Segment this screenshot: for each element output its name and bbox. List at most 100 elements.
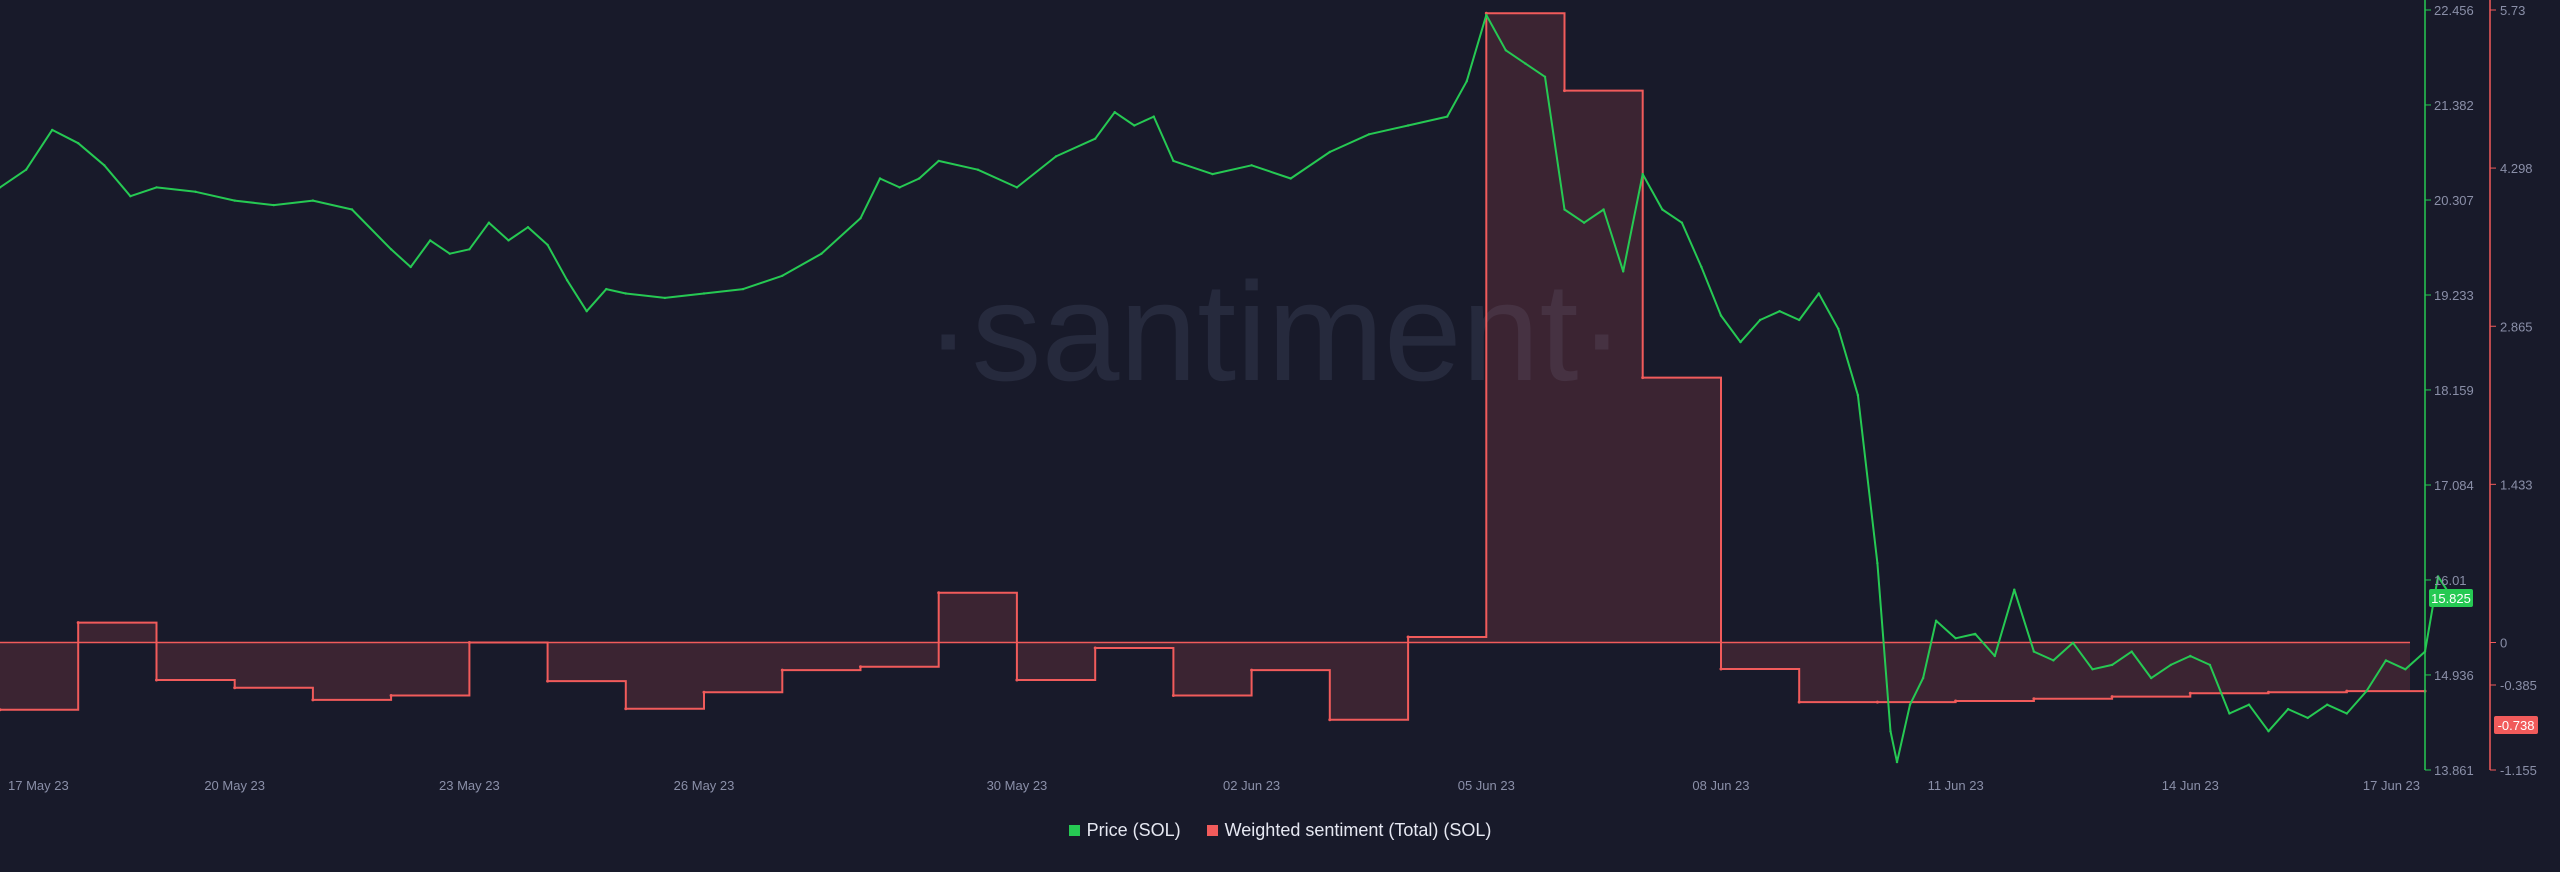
price-point <box>1289 177 1292 180</box>
price-point <box>129 195 132 198</box>
price-point <box>663 296 667 300</box>
sentiment-series <box>0 11 2427 722</box>
price-point <box>820 252 823 255</box>
price-series <box>0 13 2453 764</box>
price-point <box>103 164 106 167</box>
price-axis-tick: 16.01 <box>2434 573 2467 588</box>
price-point <box>878 177 882 180</box>
price-point <box>1680 221 1684 224</box>
price-point <box>702 292 706 295</box>
sentiment-point <box>1875 700 1879 704</box>
price-point <box>1152 115 1156 118</box>
sentiment-point <box>1563 89 1566 93</box>
price-point <box>1739 340 1742 344</box>
price-point <box>1641 172 1644 176</box>
price-point <box>1993 654 1997 658</box>
price-point <box>1778 310 1781 313</box>
price-point <box>429 239 432 242</box>
price-point <box>781 274 784 277</box>
price-point <box>918 177 921 180</box>
price-axis-tick: 17.084 <box>2434 478 2474 493</box>
x-axis-tick: 08 Jun 23 <box>1692 778 1749 793</box>
price-point <box>624 292 627 295</box>
sentiment-point <box>1797 700 1801 704</box>
legend-item-sentiment[interactable]: Weighted sentiment (Total) (SOL) <box>1206 820 1491 841</box>
sentiment-axis-tick: 5.73 <box>2500 3 2525 18</box>
price-point <box>51 128 54 132</box>
price-point <box>2404 668 2407 671</box>
price-point <box>1856 394 1860 397</box>
sentiment-point <box>1719 667 1723 671</box>
price-point <box>1367 133 1371 136</box>
price-point <box>1172 159 1175 163</box>
x-axis-tick: 17 May 23 <box>8 778 69 793</box>
price-point <box>2436 575 2440 578</box>
sentiment-point <box>2267 690 2270 694</box>
price-point <box>1015 186 1019 189</box>
price-point <box>2286 707 2290 711</box>
price-point <box>507 239 510 242</box>
sentiment-point <box>1171 694 1175 697</box>
price-point <box>1543 75 1547 79</box>
price-point <box>2247 703 2251 706</box>
price-point <box>448 252 451 255</box>
legend-item-price[interactable]: Price (SOL) <box>1068 820 1181 841</box>
price-point <box>1719 314 1723 317</box>
price-point <box>311 199 315 202</box>
sentiment-point <box>624 707 628 711</box>
price-point <box>1504 49 1508 52</box>
price-axis-tick: 20.307 <box>2434 193 2474 208</box>
sentiment-point <box>2110 695 2114 699</box>
price-point <box>2365 690 2368 693</box>
price-point <box>2013 588 2016 591</box>
price-point <box>1250 164 1253 167</box>
legend-label-price: Price (SOL) <box>1086 820 1181 840</box>
price-line <box>0 14 2452 764</box>
price-point <box>2267 730 2270 733</box>
price-point <box>1895 760 1899 764</box>
x-axis-tick: 11 Jun 23 <box>1928 778 1984 793</box>
price-point <box>468 248 471 251</box>
price-point <box>2091 668 2094 671</box>
sentiment-area-fill <box>0 13 2425 720</box>
price-point <box>1798 318 1801 322</box>
price-point <box>194 190 197 193</box>
price-point <box>2071 641 2075 644</box>
price-point <box>0 186 2 189</box>
price-point <box>389 248 393 251</box>
sentiment-point <box>937 591 941 595</box>
sentiment-point <box>546 679 550 683</box>
price-point <box>487 221 491 224</box>
price-point <box>859 217 862 220</box>
price-point <box>605 287 608 291</box>
chart-legend: Price (SOL) Weighted sentiment (Total) (… <box>0 820 2560 841</box>
price-point <box>2228 712 2231 715</box>
x-axis-tick: 02 Jun 23 <box>1223 778 1280 793</box>
x-axis-tick: 17 Jun 23 <box>2363 778 2420 793</box>
sentiment-axis-tick: 2.865 <box>2500 319 2533 334</box>
price-current-label: 15.825 <box>2431 591 2471 606</box>
x-axis-tick: 14 Jun 23 <box>2162 778 2219 793</box>
sentiment-point <box>389 694 393 697</box>
sentiment-point <box>1093 646 1097 650</box>
price-point <box>1974 632 1977 636</box>
sentiment-point <box>1250 668 1254 672</box>
price-point <box>1661 208 1664 211</box>
sentiment-current-label: -0.738 <box>2498 718 2535 733</box>
price-point <box>585 310 588 313</box>
price-point <box>233 199 236 202</box>
sentiment-axis-tick: 0 <box>2500 636 2507 651</box>
price-point <box>898 186 901 189</box>
price-point <box>2052 659 2055 662</box>
price-point <box>1622 270 1625 273</box>
price-point <box>2032 650 2036 653</box>
price-point <box>1524 62 1527 65</box>
x-axis-tick: 23 May 23 <box>439 778 500 793</box>
price-point <box>1876 562 1879 565</box>
price-point <box>350 208 354 211</box>
sentiment-point <box>2345 689 2349 693</box>
x-axis-tick: 20 May 23 <box>204 778 265 793</box>
sentiment-point <box>155 678 158 682</box>
